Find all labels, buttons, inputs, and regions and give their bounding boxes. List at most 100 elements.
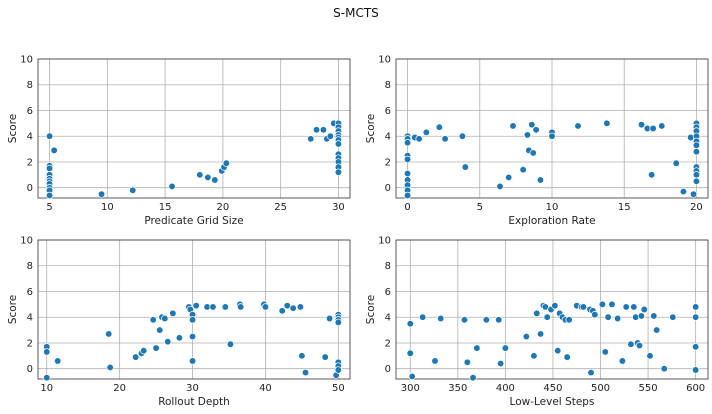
scatter-point [528, 120, 536, 129]
scatter-point [692, 141, 701, 149]
scatter-point [435, 123, 443, 131]
x-tick-label: 5 [477, 202, 483, 213]
scatter-point [105, 330, 113, 338]
scatter-point [652, 326, 661, 334]
plot-frame [37, 58, 351, 199]
scatter-point [637, 312, 646, 320]
scatter-point [50, 146, 58, 155]
scatter-point [650, 312, 658, 320]
scatter-point [169, 309, 177, 318]
scatter-point [591, 310, 599, 319]
scatter-point [689, 190, 698, 198]
scatter-point [458, 132, 467, 140]
figure-title: S-MCTS [333, 6, 379, 20]
scatter-point [408, 372, 416, 381]
subplot-4: 300 350 400 450 500 550 600 0 2 4 6 8 10 Low-Level St… [365, 236, 709, 408]
scatter-point [627, 340, 635, 348]
scatter-point [296, 303, 305, 311]
x-tick-label: 550 [639, 383, 658, 394]
scatter-point [533, 309, 541, 318]
scatter-point [196, 171, 204, 179]
scatter-point [469, 374, 477, 382]
scatter-point [226, 340, 235, 348]
y-tick-label: 8 [27, 80, 33, 91]
x-tick-label: 15 [159, 202, 172, 213]
scatter-point [209, 303, 217, 311]
scatter-point [635, 341, 644, 350]
y-tick-label: 8 [385, 80, 391, 91]
subplot-3: 10 20 30 40 50 0 2 4 6 8 10 Rollout Depth Score [7, 236, 351, 408]
y-tick-label: 0 [385, 364, 391, 375]
scatter-point [45, 164, 54, 173]
y-tick-label: 4 [27, 132, 33, 143]
scatter-point [192, 301, 200, 310]
x-tick-label: 30 [186, 383, 199, 394]
scatter-point [523, 131, 532, 139]
scatter-point [334, 168, 343, 176]
scatter-point [532, 126, 540, 134]
y-tick-label: 0 [385, 183, 391, 194]
y-tick-label: 10 [20, 55, 33, 66]
x-axis-label: Low-Level Steps [510, 396, 595, 408]
y-tick-label: 8 [27, 261, 33, 272]
scatter-point [565, 316, 573, 324]
scatter-point [501, 344, 510, 352]
scatter-point [161, 314, 169, 323]
scatter-point [598, 300, 607, 309]
x-tick-label: 5 [46, 202, 52, 213]
y-tick-label: 2 [27, 157, 33, 168]
y-axis-label: Score [7, 295, 19, 324]
scatter-point [660, 365, 668, 373]
scatter-point [646, 352, 654, 360]
y-tick-label: 0 [27, 364, 33, 375]
scatter-point [672, 159, 680, 167]
x-tick-label: 450 [543, 383, 562, 394]
y-tick-label: 4 [385, 313, 391, 324]
x-tick-label: 20 [113, 383, 126, 394]
scatter-point [441, 135, 449, 143]
scatter-point [648, 171, 656, 179]
scatter-point [129, 186, 137, 194]
scatter-point [496, 359, 505, 368]
y-tick-label: 6 [27, 106, 33, 117]
scatter-point [536, 330, 545, 338]
scatter-point [640, 305, 648, 314]
y-tick-label: 10 [20, 236, 33, 247]
scatter-point [211, 176, 219, 184]
scatter-point [188, 316, 197, 324]
scatter-point [319, 126, 328, 134]
y-tick-label: 10 [378, 55, 391, 66]
scatter-point [601, 348, 609, 356]
y-tick-label: 6 [385, 287, 391, 298]
x-axis-label: Predicate Grid Size [144, 215, 243, 227]
scatter-point [691, 343, 700, 351]
scatter-point [608, 300, 616, 309]
scatter-point [168, 182, 176, 191]
scatter-point [334, 366, 342, 374]
scatter-point [188, 357, 197, 365]
y-tick-label: 2 [385, 338, 391, 349]
scatter-point [669, 313, 677, 321]
scatter-point [692, 148, 701, 156]
scatter-point [604, 313, 612, 321]
scatter-point [618, 357, 627, 365]
x-tick-label: 350 [448, 383, 467, 394]
y-tick-label: 6 [27, 287, 33, 298]
scatter-point [461, 163, 469, 171]
x-tick-label: 30 [332, 202, 345, 213]
scatter-point [579, 303, 588, 311]
x-axis-label: Exploration Rate [508, 215, 595, 227]
x-tick-label: 10 [546, 202, 559, 213]
scatter-point [587, 368, 595, 377]
scatter-point [54, 357, 62, 365]
scatter-point [406, 349, 414, 357]
y-tick-label: 2 [385, 157, 391, 168]
scatter-point [691, 366, 700, 374]
scatter-point [522, 332, 530, 341]
scatter-point [691, 303, 700, 311]
scatter-point [403, 169, 412, 178]
scatter-point [321, 353, 329, 361]
y-tick-label: 2 [27, 338, 33, 349]
x-tick-label: 500 [591, 383, 610, 394]
